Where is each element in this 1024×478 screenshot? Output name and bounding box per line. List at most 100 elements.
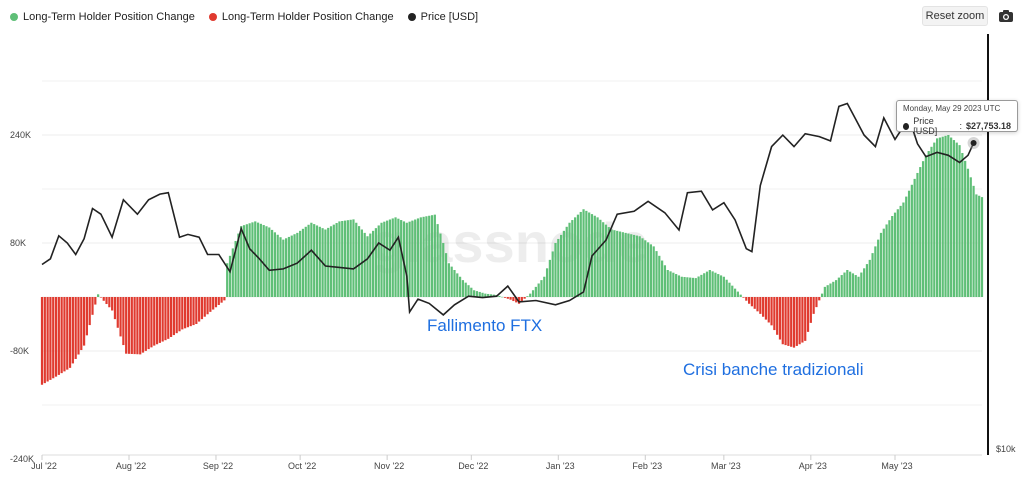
ltph-bar [804,297,807,341]
ltph-bar [748,297,751,304]
ltph-bar [388,219,392,297]
ltph-bar [562,230,566,297]
ltph-bar [529,293,532,297]
ltph-bar [299,230,302,297]
tooltip-value: $27,753.18 [965,121,1011,131]
ltph-bar [576,214,580,297]
ltph-bar [133,297,136,355]
ltph-bar [212,297,215,310]
ltph-bar [102,297,105,301]
ltph-bar [865,264,869,297]
x-tick-label: Oct '22 [288,461,316,471]
reset-zoom-button[interactable]: Reset zoom [922,6,988,26]
ltph-bar [386,220,389,297]
ltph-bar [214,297,218,308]
ltph-bar [666,270,669,297]
camera-icon[interactable] [996,6,1016,26]
ltph-bar [506,297,509,299]
ltph-bar [896,209,899,297]
ltph-bar [767,297,770,323]
ltph-bar [428,215,431,297]
legend-item-ltph-positive[interactable]: Long-Term Holder Position Change [10,11,195,23]
ltph-bar [790,297,793,347]
ltph-bar [733,288,737,297]
ltph-bar [927,151,930,297]
ltph-bar [273,232,276,297]
ltph-bar [237,233,240,297]
ltph-bar [71,297,74,364]
ltph-bar [68,297,72,368]
ltph-bar [632,234,636,297]
ltph-bar [181,297,184,330]
ltph-bar [119,297,122,337]
ltph-bar [192,297,195,326]
ltph-bar [717,274,720,297]
ltph-bar [663,265,667,297]
ltph-bar [136,297,139,355]
ltph-bar [560,234,563,297]
ltph-bar [88,297,91,326]
y-tick-label: -80K [10,346,29,356]
ltph-bar [268,227,271,297]
ltph-bar [313,224,316,297]
ltph-bar [646,242,650,297]
ltph-bar [46,297,49,382]
ltph-bar [203,297,206,317]
ltph-bar [964,160,967,297]
ltph-bar [537,283,540,297]
ltph-bar [470,287,473,297]
ltph-bar [380,222,383,297]
ltph-bar [731,285,734,297]
ltph-bar [776,297,779,335]
ltph-bar [644,240,647,297]
ltph-bar [422,216,425,297]
tooltip-date: Monday, May 29 2023 UTC [903,104,1001,113]
ltph-bar [969,177,972,297]
ltph-bar [178,297,181,332]
legend-item-price[interactable]: Price [USD] [407,11,478,23]
ltph-bar [978,195,981,297]
ltph-bar [565,226,568,297]
ltph-bar [54,297,58,377]
ltph-bar [189,297,192,327]
ltph-bar [355,222,358,297]
ltph-bar [919,167,922,297]
ltph-bar [823,286,826,297]
ltph-bar [80,297,83,351]
ltph-bar [907,190,911,297]
ltph-bar [509,297,512,300]
ltph-bar [503,297,507,298]
ltph-bar [489,294,493,297]
ltph-bar [921,161,925,297]
ltph-bar [809,297,812,323]
ltph-bar [554,243,557,297]
ltph-bar [414,219,417,297]
ltph-bar [184,297,187,329]
ltph-bar [43,297,46,384]
ltph-bar [714,272,717,297]
ltph-bar [217,297,220,305]
ltph-bar [773,297,776,331]
ltph-bar [770,297,773,326]
ltph-bar [818,297,821,301]
ltph-bar [854,275,857,297]
ltph-bar [762,297,765,317]
ltph-bar [649,244,652,297]
legend-red-dot-icon [208,13,217,21]
legend-label: Long-Term Holder Position Change [23,11,195,23]
ltph-bar [719,275,723,297]
x-tick-label: Mar '23 [711,461,741,471]
ltph-bar [475,291,479,297]
ltph-bar [175,297,178,334]
ltph-bar [372,230,375,297]
ltph-bar [910,184,913,297]
ltph-bar [467,285,470,297]
ltph-bar [574,217,577,297]
ltph-bar [411,220,414,297]
ltph-bar [950,137,953,297]
legend-item-ltph-negative[interactable]: Long-Term Holder Position Change [208,11,394,23]
ltph-bar [686,277,689,297]
ltph-bar [801,297,804,343]
ltph-bar [127,297,131,354]
